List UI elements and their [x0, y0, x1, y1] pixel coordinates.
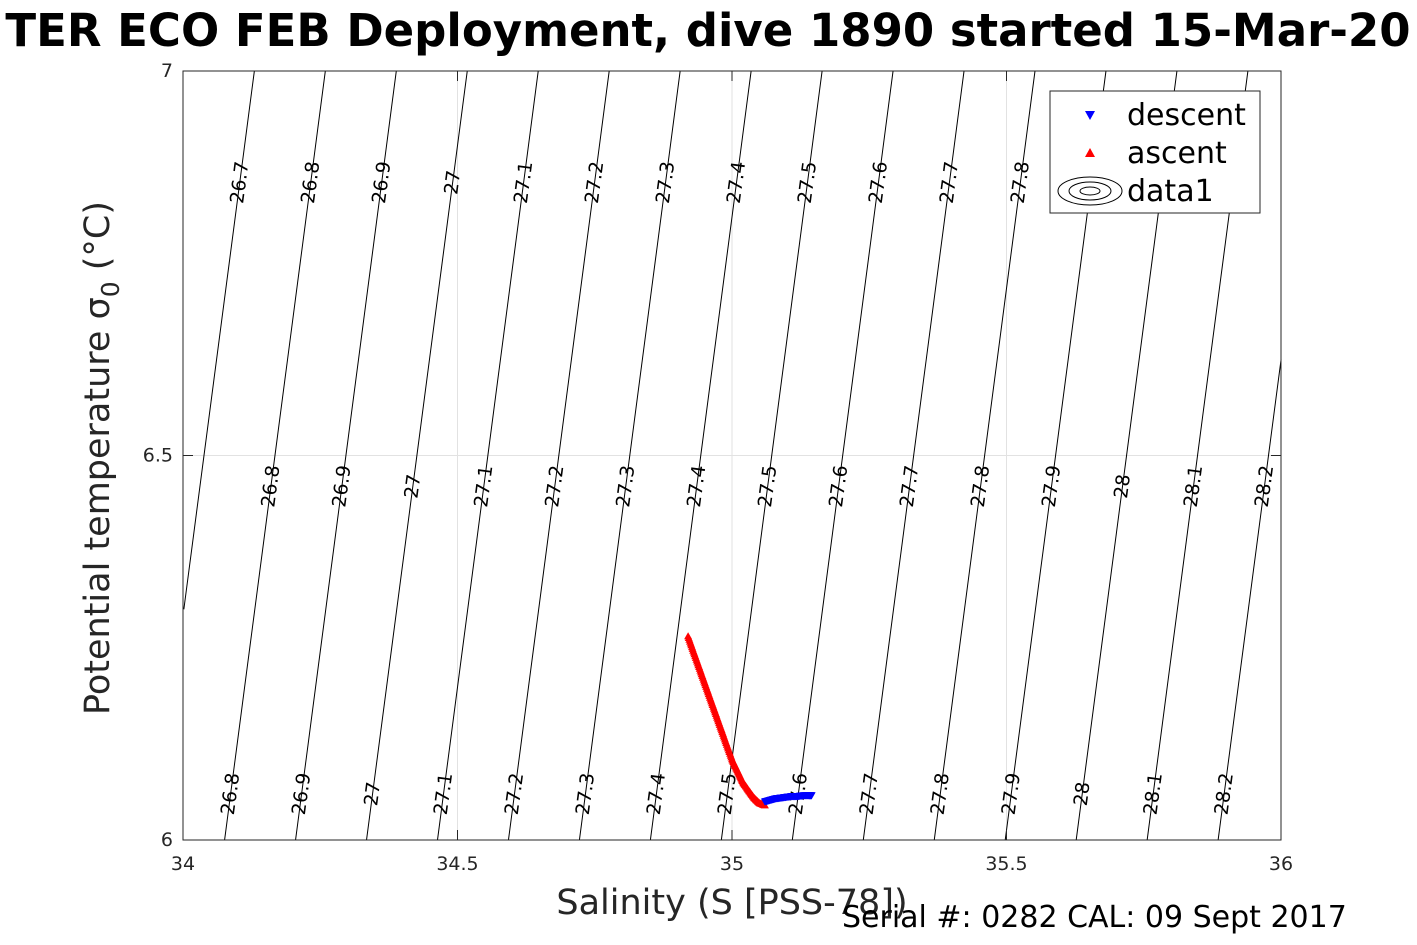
- x-tick-label: 36: [1269, 853, 1293, 875]
- contour-label: 28: [1070, 780, 1095, 807]
- contour-label: 27.7: [896, 464, 923, 509]
- x-axis-label: Salinity (S [PSS-78]): [556, 883, 907, 923]
- contour-label: 28.1: [1180, 464, 1207, 509]
- contour-label: 27: [360, 780, 385, 807]
- contour-label: 27.6: [825, 464, 852, 509]
- contour-label: 26.9: [288, 771, 315, 816]
- contour-label: 27.1: [470, 464, 497, 509]
- contour-label: 27.3: [612, 464, 639, 509]
- y-axis-label: Potential temperature σ0 (°C): [78, 201, 125, 715]
- contour-label: 27.9: [998, 771, 1025, 816]
- contour-label: 27.9: [1038, 464, 1065, 509]
- contour-label: 27.2: [541, 464, 568, 509]
- contour-label: 27.2: [501, 771, 528, 816]
- x-tick-label: 35.5: [985, 853, 1027, 875]
- contour-label: 28.2: [1251, 464, 1278, 509]
- chart-title: TER ECO FEB Deployment, dive 1890 starte…: [5, 4, 1411, 57]
- x-tick-labels: 34 34.5 35 35.5 36: [171, 853, 1293, 875]
- contour-label: 27: [400, 473, 425, 500]
- x-tick-label: 34: [171, 853, 195, 875]
- contour-label: 27.5: [794, 160, 821, 205]
- x-tick-label: 34.5: [436, 853, 478, 875]
- legend-box: [1049, 90, 1261, 214]
- legend-ascent-marker: [1085, 148, 1095, 157]
- isopycnal-line: [183, 70, 255, 610]
- y-tick-labels: 66.57: [143, 60, 173, 851]
- contour-label: 27.3: [572, 771, 599, 816]
- isopycnal-line: [295, 70, 397, 841]
- contour-label: 27.4: [643, 771, 670, 816]
- y-tick-label: 6: [161, 829, 173, 851]
- contour-labels: 26.7 26.8 26.9 27 27.1 27.2 27.3 27.4 27.5 27.6 27…: [217, 160, 1278, 816]
- isopycnal-line: [649, 70, 752, 841]
- isopycnal-line: [862, 70, 965, 841]
- contour-label: 26.8: [217, 771, 244, 816]
- contour-label: 27.2: [581, 160, 608, 205]
- grid-lines: [183, 71, 1281, 840]
- legend-data1-label: data1: [1127, 174, 1214, 209]
- contour-label: 26.7: [226, 160, 253, 205]
- contour-label: 27.4: [723, 160, 750, 205]
- contour-label: 27.8: [1007, 160, 1034, 205]
- y-axis-label-main: Potential temperature σ: [78, 297, 118, 715]
- contour-label: 27.5: [714, 771, 741, 816]
- isopycnal-line: [578, 70, 681, 841]
- contour-label: 27.7: [936, 160, 963, 205]
- y-axis-label-unit: (°C): [78, 201, 118, 281]
- contour-label: 27.8: [967, 464, 994, 509]
- contour-label: 28.2: [1211, 771, 1238, 816]
- isopycnal-line: [436, 70, 539, 841]
- contour-label: 27.6: [865, 160, 892, 205]
- isopycnal-line: [933, 70, 1036, 841]
- isopycnal-line: [366, 70, 468, 841]
- contour-label: 27: [440, 169, 465, 196]
- x-tick-label: 35: [720, 853, 744, 875]
- legend-descent-label: descent: [1127, 98, 1246, 133]
- contour-label: 27.8: [927, 771, 954, 816]
- contour-label: 28.1: [1140, 771, 1167, 816]
- contour-label: 26.8: [297, 160, 324, 205]
- legend-ascent-label: ascent: [1127, 136, 1227, 171]
- descent-point: [807, 792, 816, 800]
- isopycnal-line: [224, 70, 326, 841]
- y-tick-label: 7: [161, 60, 173, 82]
- isopycnal-line: [507, 70, 610, 841]
- y-axis-label-subscript: 0: [96, 281, 125, 297]
- contour-label: 27.1: [510, 160, 537, 205]
- contour-label: 27.3: [652, 160, 679, 205]
- y-tick-label: 6.5: [143, 445, 173, 467]
- contour-label: 27.1: [430, 771, 457, 816]
- descent-series: [760, 792, 816, 806]
- isopycnal-line: [720, 70, 823, 841]
- axis-ticks: [182, 70, 1282, 841]
- contour-label: 28: [1110, 473, 1135, 500]
- legend: descent ascent data1: [1049, 90, 1261, 214]
- isopycnal-line: [791, 70, 894, 841]
- contour-label: 26.8: [257, 464, 284, 509]
- legend-descent-marker: [1085, 111, 1095, 120]
- isopycnal-line: [1217, 359, 1282, 841]
- contour-label: 26.9: [368, 160, 395, 205]
- serial-calibration-note: Serial #: 0282 CAL: 09 Sept 2017: [842, 900, 1347, 935]
- contour-label: 27.5: [754, 464, 781, 509]
- legend-contour-icon: [1057, 176, 1123, 206]
- contour-label: 26.9: [328, 464, 355, 509]
- contour-label: 27.4: [683, 464, 710, 509]
- contour-label: 27.7: [856, 771, 883, 816]
- ascent-series: [684, 632, 769, 809]
